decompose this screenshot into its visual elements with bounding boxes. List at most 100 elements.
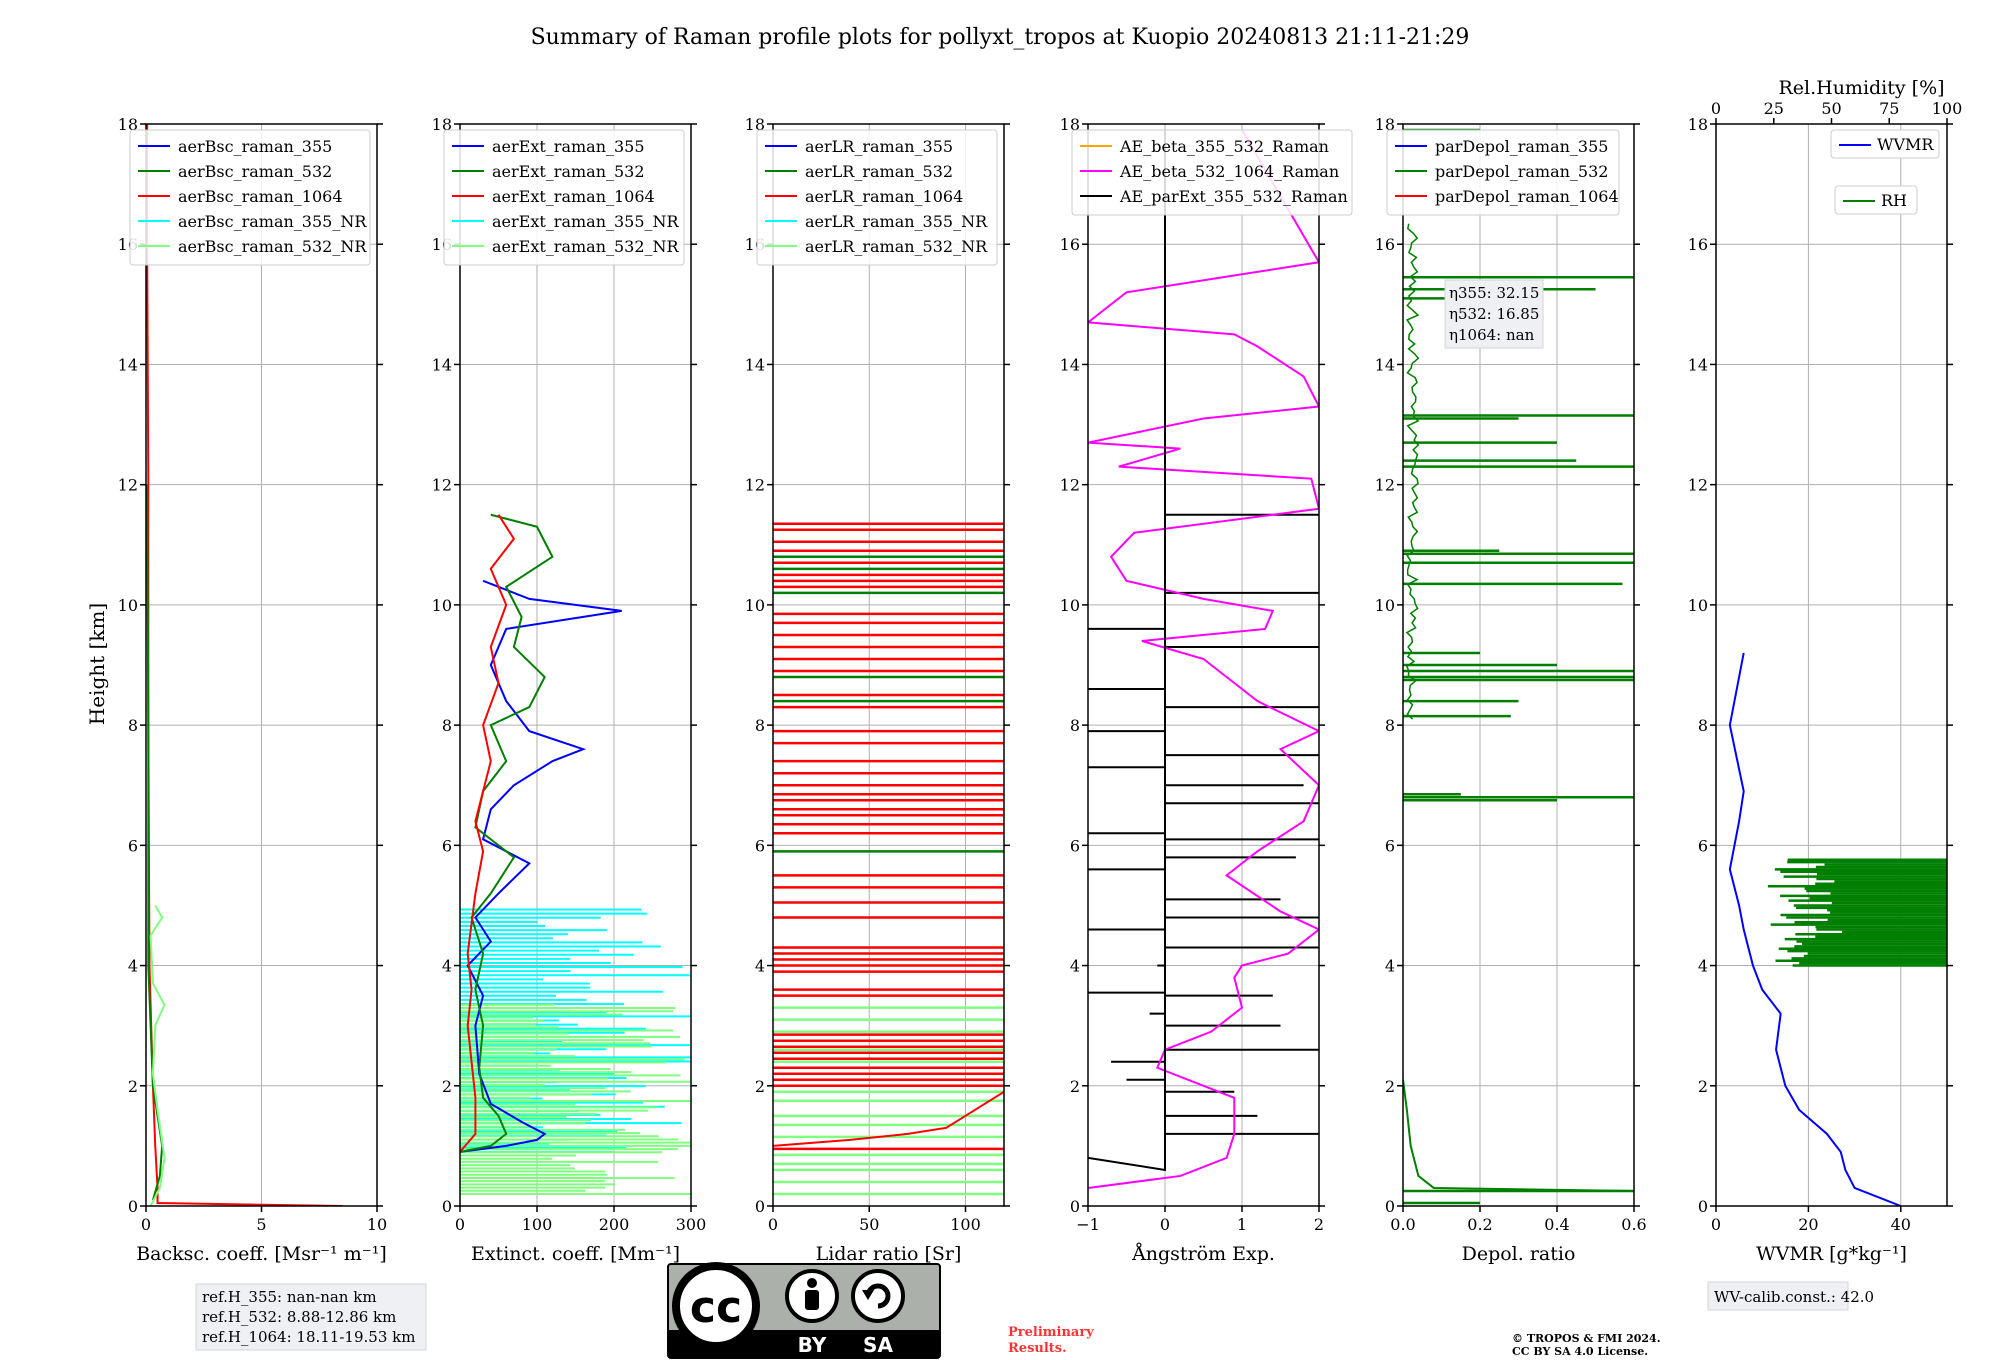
ytick-label-6: 6 <box>442 836 452 855</box>
rh-tick-label-2: 50 <box>1821 99 1841 118</box>
ytick-label-6: 6 <box>1385 836 1395 855</box>
plot-area-extinction <box>460 513 691 1195</box>
ref-h-532: ref.H_532: 8.88-12.86 km <box>202 1308 396 1326</box>
ytick-label-18: 18 <box>432 115 452 134</box>
ytick-label-14: 14 <box>1375 355 1395 374</box>
xtick-label-0: −1 <box>1076 1215 1100 1234</box>
legend-label-aerLR_raman_532_NR: aerLR_raman_532_NR <box>805 237 988 256</box>
ytick-label-10: 10 <box>1060 596 1080 615</box>
copyright-line-2: CC BY SA 4.0 License. <box>1512 1345 1648 1358</box>
series-aerBsc_raman_532 <box>146 484 164 1201</box>
legend-label-aerExt_raman_532: aerExt_raman_532 <box>492 162 645 181</box>
legend-box <box>1386 129 1620 216</box>
legend-label-AE_beta_532_1064_Raman: AE_beta_532_1064_Raman <box>1119 162 1339 181</box>
figure-title: Summary of Raman profile plots for polly… <box>531 25 1470 50</box>
ytick-label-0: 0 <box>1698 1197 1708 1216</box>
legend-box <box>756 129 998 266</box>
ytick-label-14: 14 <box>1688 355 1708 374</box>
ytick-label-2: 2 <box>1070 1077 1080 1096</box>
legend-label-aerLR_raman_355: aerLR_raman_355 <box>805 137 953 156</box>
ytick-label-8: 8 <box>128 716 138 735</box>
xlabel-lidar_ratio: Lidar ratio [Sr] <box>816 1243 962 1265</box>
xtick-label-3: 2 <box>1314 1215 1324 1234</box>
ytick-label-4: 4 <box>1385 957 1395 976</box>
xlabel-depolarization: Depol. ratio <box>1462 1243 1576 1265</box>
ytick-label-0: 0 <box>1070 1197 1080 1216</box>
ytick-label-18: 18 <box>1688 115 1708 134</box>
ytick-label-0: 0 <box>442 1197 452 1216</box>
series-WVMR <box>1728 652 1902 1206</box>
ytick-label-0: 0 <box>128 1197 138 1216</box>
legend-label-aerExt_raman_1064: aerExt_raman_1064 <box>492 187 655 206</box>
xtick-label-2: 100 <box>950 1215 981 1234</box>
ytick-label-12: 12 <box>118 476 138 495</box>
plot-area-lidar_ratio <box>773 522 1004 1196</box>
panel-depolarization: 0 2 4 6 8 10 12 14 16 18 0.0 0.2 0.4 0.6 Depol. ratio p… <box>1375 115 1647 1265</box>
xtick-label-3: 300 <box>676 1215 707 1234</box>
wv-calib-text: WV-calib.const.: 42.0 <box>1714 1288 1874 1306</box>
eta-label-2: η1064: nan <box>1449 326 1535 344</box>
plot-area-backscatter <box>146 124 343 1206</box>
ytick-label-16: 16 <box>1060 235 1080 254</box>
ytick-label-2: 2 <box>1385 1077 1395 1096</box>
ytick-label-2: 2 <box>442 1077 452 1096</box>
rh-tick-label-0: 0 <box>1711 99 1721 118</box>
series-parDepol_raman_532 <box>1403 1079 1634 1192</box>
legend-label-rh: RH <box>1881 191 1907 210</box>
xtick-label-2: 40 <box>1891 1215 1911 1234</box>
legend-lidar_ratio: aerLR_raman_355 aerLR_raman_532 aerLR_rama… <box>756 129 998 266</box>
ytick-label-2: 2 <box>755 1077 765 1096</box>
cc-circle-icon <box>672 1262 760 1350</box>
ytick-label-8: 8 <box>1385 716 1395 735</box>
ytick-label-10: 10 <box>1375 596 1395 615</box>
xtick-label-1: 20 <box>1798 1215 1818 1234</box>
xlabel-backscatter: Backsc. coeff. [Msr⁻¹ m⁻¹] <box>136 1243 387 1265</box>
legend-label-aerBsc_raman_532_NR: aerBsc_raman_532_NR <box>178 237 367 256</box>
ytick-label-12: 12 <box>432 476 452 495</box>
legend-label-aerLR_raman_1064: aerLR_raman_1064 <box>805 187 963 206</box>
ytick-label-14: 14 <box>432 355 452 374</box>
xtick-label-1: 100 <box>522 1215 553 1234</box>
ytick-label-8: 8 <box>755 716 765 735</box>
series-aerExt_raman_1064 <box>460 514 516 1153</box>
ref-h-355: ref.H_355: nan-nan km <box>202 1288 377 1306</box>
legend-wvmr: WVMR <box>1830 129 1940 159</box>
ytick-label-2: 2 <box>1698 1077 1708 1096</box>
eta-label-1: η532: 16.85 <box>1449 305 1539 323</box>
ytick-label-10: 10 <box>432 596 452 615</box>
cc-logo-letters: cc <box>690 1282 742 1333</box>
ytick-label-4: 4 <box>1698 957 1708 976</box>
legend-angstrom: AE_beta_355_532_Raman AE_beta_532_1064_Ra… <box>1071 129 1353 216</box>
ytick-label-6: 6 <box>1698 836 1708 855</box>
legend-box <box>129 129 371 266</box>
xtick-label-0: 0 <box>1711 1215 1721 1234</box>
legend-label-aerLR_raman_355_NR: aerLR_raman_355_NR <box>805 212 988 231</box>
y-axis-label: Height [km] <box>85 603 109 725</box>
legend-label-aerExt_raman_355_NR: aerExt_raman_355_NR <box>492 212 680 231</box>
ytick-label-6: 6 <box>1070 836 1080 855</box>
xtick-label-0: 0 <box>768 1215 778 1234</box>
ytick-label-14: 14 <box>118 355 138 374</box>
ytick-label-4: 4 <box>442 957 452 976</box>
xlabel-angstrom: Ångström Exp. <box>1131 1243 1275 1265</box>
ytick-label-4: 4 <box>128 957 138 976</box>
preliminary-line-1: Preliminary <box>1008 1325 1094 1340</box>
ytick-label-10: 10 <box>118 596 138 615</box>
ytick-label-2: 2 <box>128 1077 138 1096</box>
xtick-label-2: 1 <box>1237 1215 1247 1234</box>
series-aerLR_raman_1064 <box>773 1090 1004 1147</box>
ytick-label-18: 18 <box>1375 115 1395 134</box>
xtick-label-3: 0.6 <box>1621 1215 1646 1234</box>
ytick-label-18: 18 <box>118 115 138 134</box>
ytick-label-0: 0 <box>1385 1197 1395 1216</box>
xlabel-extinction: Extinct. coeff. [Mm⁻¹] <box>471 1243 680 1265</box>
ref-height-box: ref.H_355: nan-nan km ref.H_532: 8.88-12… <box>195 1283 427 1351</box>
ytick-label-4: 4 <box>755 957 765 976</box>
legend-label-wvmr: WVMR <box>1877 135 1934 154</box>
